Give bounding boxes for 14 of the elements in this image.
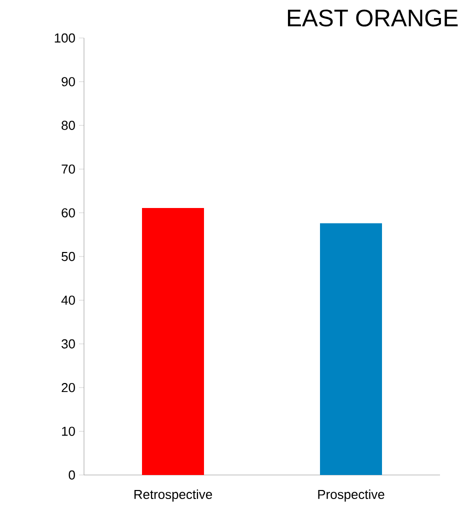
y-tick-label: 30 (62, 339, 75, 348)
y-tick-label: 50 (62, 252, 75, 262)
y-tick-label: 40 (61, 296, 75, 305)
y-tick-label: 20 (62, 383, 75, 392)
y-tick-label: 90 (62, 77, 75, 86)
x-tick-label: Retrospective (134, 490, 212, 502)
x-tick-label: Prospective (318, 490, 384, 502)
y-tick-label: 0 (68, 470, 75, 480)
y-tick-label: 70 (62, 164, 75, 174)
y-tick-label: 10 (62, 426, 75, 436)
y-tick-label: 80 (62, 120, 75, 130)
y-tick-label: 100 (54, 33, 75, 43)
y-tick-label: 60 (62, 208, 75, 218)
chart-title: EAST ORANGE (288, 10, 458, 26)
